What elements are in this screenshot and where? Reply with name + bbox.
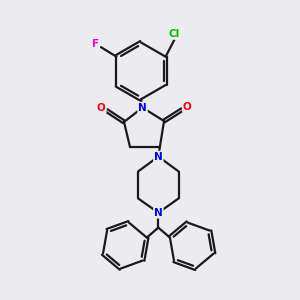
Text: N: N	[138, 103, 147, 112]
Text: N: N	[154, 152, 163, 162]
Text: F: F	[92, 39, 99, 49]
Text: N: N	[154, 208, 163, 218]
Text: O: O	[97, 103, 106, 112]
Text: Cl: Cl	[169, 29, 180, 39]
Text: O: O	[183, 102, 192, 112]
